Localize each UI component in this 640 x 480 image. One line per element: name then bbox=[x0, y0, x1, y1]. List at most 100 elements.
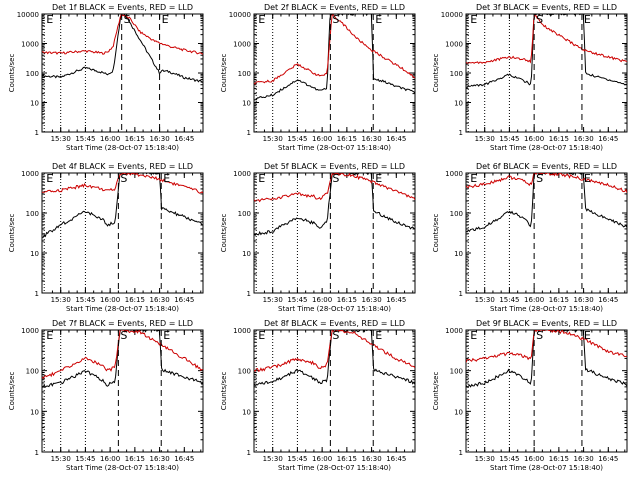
x-tick-label: 16:00 bbox=[312, 135, 332, 143]
x-tick-label: 15:30 bbox=[475, 296, 495, 304]
marker-label-e: E bbox=[584, 329, 591, 342]
y-tick-label: 10 bbox=[30, 100, 39, 108]
marker-label-s: S bbox=[536, 172, 543, 185]
y-tick-label: 10 bbox=[242, 100, 251, 108]
y-tick-label: 1000 bbox=[233, 41, 251, 49]
y-tick-label: 1000 bbox=[21, 41, 39, 49]
series-line-lld bbox=[254, 173, 415, 203]
x-tick-label: 16:15 bbox=[337, 455, 357, 463]
series-line-lld bbox=[466, 14, 627, 65]
x-tick-label: 16:30 bbox=[573, 455, 593, 463]
panel-det-6f: Det 6f BLACK = Events, RED = LLD 1 10 100 10… bbox=[432, 162, 628, 313]
marker-label-s: S bbox=[332, 329, 339, 342]
x-tick-label: 15:45 bbox=[287, 296, 307, 304]
x-tick-label: 16:30 bbox=[361, 455, 381, 463]
y-tick-label: 1000 bbox=[233, 327, 251, 335]
x-tick-label: 15:30 bbox=[263, 135, 283, 143]
x-tick-label: 16:30 bbox=[149, 455, 169, 463]
x-axis-label: Start Time (28-Oct-07 15:18:40) bbox=[490, 464, 603, 472]
x-tick-label: 15:30 bbox=[263, 455, 283, 463]
series-line-lld bbox=[42, 14, 203, 55]
y-axis-label: Counts/sec bbox=[8, 372, 16, 411]
y-axis-label: Counts/sec bbox=[220, 54, 228, 93]
x-tick-label: 16:15 bbox=[125, 135, 145, 143]
y-tick-label: 1000 bbox=[445, 327, 463, 335]
panel-title: Det 4f BLACK = Events, RED = LLD bbox=[52, 162, 193, 171]
y-tick-label: 1000 bbox=[445, 41, 463, 49]
x-tick-label: 16:30 bbox=[361, 296, 381, 304]
marker-label-e: E bbox=[470, 172, 477, 185]
marker-label-e: E bbox=[258, 329, 265, 342]
x-tick-label: 15:30 bbox=[51, 455, 71, 463]
y-tick-label: 1 bbox=[459, 129, 463, 137]
x-tick-label: 15:45 bbox=[499, 296, 519, 304]
x-tick-label: 16:45 bbox=[598, 455, 618, 463]
x-tick-label: 15:45 bbox=[287, 135, 307, 143]
marker-label-e: E bbox=[162, 13, 169, 26]
x-tick-label: 16:15 bbox=[549, 135, 569, 143]
panel-title: Det 5f BLACK = Events, RED = LLD bbox=[264, 162, 405, 171]
x-tick-label: 16:45 bbox=[598, 296, 618, 304]
marker-label-s: S bbox=[332, 172, 339, 185]
y-tick-label: 1000 bbox=[445, 170, 463, 178]
x-tick-label: 15:30 bbox=[263, 296, 283, 304]
y-tick-label: 1 bbox=[35, 129, 39, 137]
x-tick-label: 16:00 bbox=[524, 135, 544, 143]
y-tick-label: 10 bbox=[242, 408, 251, 416]
panel-title: Det 3f BLACK = Events, RED = LLD bbox=[476, 3, 617, 12]
y-tick-label: 100 bbox=[238, 70, 251, 78]
y-axis-label: Counts/sec bbox=[8, 214, 16, 253]
marker-label-s: S bbox=[332, 13, 339, 26]
x-axis-label: Start Time (28-Oct-07 15:18:40) bbox=[490, 144, 603, 152]
y-axis-label: Counts/sec bbox=[432, 214, 440, 253]
x-tick-label: 16:15 bbox=[549, 455, 569, 463]
series-line-lld bbox=[466, 173, 627, 193]
y-tick-label: 10 bbox=[454, 250, 463, 258]
axes-frame bbox=[465, 329, 628, 453]
x-tick-label: 15:45 bbox=[75, 296, 95, 304]
marker-label-e: E bbox=[375, 172, 382, 185]
panel-title: Det 1f BLACK = Events, RED = LLD bbox=[52, 3, 193, 12]
series-line-events bbox=[42, 330, 203, 388]
series-line-lld bbox=[254, 330, 415, 373]
x-tick-label: 16:45 bbox=[386, 135, 406, 143]
y-tick-label: 100 bbox=[26, 368, 39, 376]
x-tick-label: 15:30 bbox=[51, 296, 71, 304]
x-tick-label: 16:45 bbox=[598, 135, 618, 143]
marker-label-e: E bbox=[46, 13, 53, 26]
series-line-events bbox=[466, 14, 627, 89]
axes-frame bbox=[41, 329, 204, 453]
y-tick-label: 100 bbox=[238, 210, 251, 218]
y-tick-label: 1 bbox=[35, 449, 39, 457]
y-tick-label: 1 bbox=[247, 290, 251, 298]
series-line-events bbox=[42, 173, 203, 238]
series-line-lld bbox=[42, 173, 203, 194]
marker-label-e: E bbox=[375, 13, 382, 26]
marker-label-e: E bbox=[584, 172, 591, 185]
x-tick-label: 16:15 bbox=[549, 296, 569, 304]
y-tick-label: 1 bbox=[459, 290, 463, 298]
x-tick-label: 16:30 bbox=[361, 135, 381, 143]
series-line-events bbox=[42, 14, 203, 83]
x-axis-label: Start Time (28-Oct-07 15:18:40) bbox=[490, 305, 603, 313]
y-tick-label: 100 bbox=[450, 368, 463, 376]
y-tick-label: 1 bbox=[247, 129, 251, 137]
x-tick-label: 16:30 bbox=[573, 135, 593, 143]
marker-label-s: S bbox=[536, 329, 543, 342]
marker-label-e: E bbox=[163, 329, 170, 342]
panel-det-3f: Det 3f BLACK = Events, RED = LLD 1 10 100 10… bbox=[432, 3, 628, 152]
y-tick-label: 100 bbox=[26, 70, 39, 78]
y-tick-label: 1 bbox=[35, 290, 39, 298]
y-tick-label: 1 bbox=[247, 449, 251, 457]
x-tick-label: 15:45 bbox=[287, 455, 307, 463]
y-axis-label: Counts/sec bbox=[432, 372, 440, 411]
marker-label-s: S bbox=[536, 13, 543, 26]
marker-label-e: E bbox=[584, 13, 591, 26]
y-tick-label: 10 bbox=[30, 408, 39, 416]
series-line-events bbox=[254, 14, 415, 101]
x-tick-label: 16:15 bbox=[337, 296, 357, 304]
x-tick-label: 15:45 bbox=[499, 135, 519, 143]
x-tick-label: 16:00 bbox=[312, 455, 332, 463]
x-tick-label: 16:15 bbox=[125, 296, 145, 304]
marker-label-e: E bbox=[375, 329, 382, 342]
